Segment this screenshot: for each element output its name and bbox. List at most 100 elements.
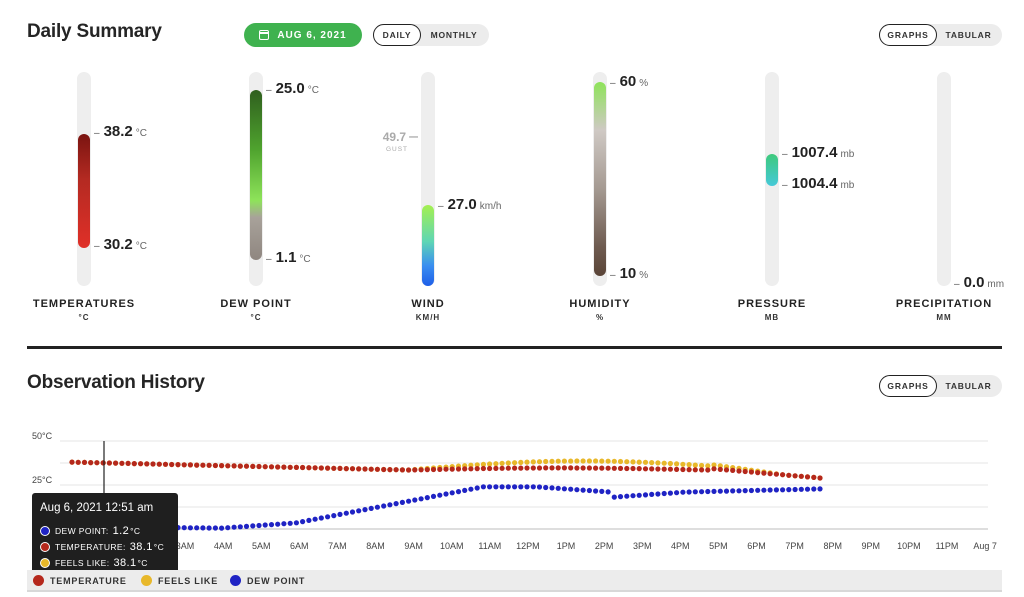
calendar-icon bbox=[259, 30, 270, 40]
dew-point-point bbox=[748, 487, 755, 494]
section-divider bbox=[27, 346, 1002, 349]
dew-point-point bbox=[617, 494, 624, 500]
dew-point-point bbox=[692, 489, 698, 495]
dew-point-point bbox=[337, 511, 343, 517]
temperature-point bbox=[518, 465, 524, 471]
history-tab-tabular[interactable]: TABULAR bbox=[945, 381, 992, 391]
y-tick-label: 25°C bbox=[32, 475, 53, 485]
dew-point-point bbox=[275, 521, 281, 527]
feels-like-point bbox=[561, 458, 568, 464]
dew-point-point bbox=[443, 491, 449, 497]
temperature-point bbox=[406, 467, 412, 473]
legend-temperature[interactable]: TEMPERATURE bbox=[33, 575, 127, 586]
dew-point-point bbox=[393, 501, 399, 507]
dew-point-point bbox=[599, 488, 605, 494]
x-tick-label: 12PM bbox=[516, 541, 540, 551]
date-picker-button[interactable]: AUG 6, 2021 bbox=[244, 23, 362, 47]
legend-dew-point[interactable]: DEW POINT bbox=[230, 575, 305, 586]
dew-point-point bbox=[667, 490, 674, 496]
x-tick-label: Aug 7 bbox=[973, 541, 997, 551]
temperature-point bbox=[306, 465, 312, 471]
feels-like-point bbox=[574, 458, 580, 464]
history-tab-graphs[interactable]: GRAPHS bbox=[879, 375, 937, 397]
temperature-point bbox=[773, 471, 780, 477]
temperature-point bbox=[349, 466, 356, 472]
temperature-point bbox=[212, 462, 218, 469]
dew-point-point bbox=[194, 525, 200, 531]
feels-like-point bbox=[518, 459, 524, 465]
chart-legend: TEMPERATURE FEELS LIKE DEW POINT bbox=[27, 570, 1002, 592]
dew-point-point bbox=[412, 497, 418, 503]
dew-point-point bbox=[219, 525, 225, 531]
x-tick-label: 10AM bbox=[440, 541, 464, 551]
precipitation-value: –0.0 mm bbox=[954, 274, 1005, 291]
dew-point-point bbox=[717, 488, 723, 494]
feels-like-point bbox=[705, 463, 711, 469]
temperature-point bbox=[443, 466, 449, 472]
dew-point-point bbox=[487, 484, 493, 490]
pressure-range-bar bbox=[766, 154, 778, 186]
dew-point-point bbox=[187, 525, 193, 531]
temperature-point bbox=[418, 467, 424, 473]
x-tick-label: 6AM bbox=[290, 541, 309, 551]
x-tick-label: 4AM bbox=[214, 541, 233, 551]
temperature-point bbox=[674, 466, 680, 472]
x-tick-label: 10PM bbox=[897, 541, 921, 551]
dew-point-range-bar bbox=[250, 90, 262, 260]
dew-point-point bbox=[511, 484, 518, 490]
temperature-point bbox=[530, 465, 536, 471]
dew-point-point bbox=[399, 499, 405, 505]
temperature-point bbox=[761, 470, 767, 476]
pressure-track bbox=[765, 72, 779, 286]
temperature-point bbox=[468, 466, 474, 472]
dew-point-point bbox=[580, 487, 586, 493]
tab-graphs[interactable]: GRAPHS bbox=[879, 24, 937, 46]
x-tick-label: 1PM bbox=[557, 541, 576, 551]
dew-point-point bbox=[281, 521, 287, 527]
dew-point-point bbox=[306, 517, 312, 523]
pressure-unit-label: MB bbox=[764, 313, 780, 322]
temperature-point bbox=[250, 463, 256, 469]
temperature-point bbox=[811, 474, 817, 480]
dew-point-point bbox=[661, 490, 667, 497]
dew-point-point bbox=[780, 487, 786, 493]
legend-feels-like[interactable]: FEELS LIKE bbox=[141, 575, 218, 586]
temperature-point bbox=[362, 466, 368, 472]
temperature-point bbox=[225, 463, 231, 469]
x-tick-label: 9AM bbox=[404, 541, 423, 551]
dew-point-point bbox=[674, 490, 680, 496]
temperature-point bbox=[792, 473, 798, 479]
x-tick-label: 11PM bbox=[936, 541, 959, 551]
tab-monthly[interactable]: MONTHLY bbox=[430, 30, 478, 40]
temperature-point bbox=[480, 465, 486, 472]
metric-temperature: –38.2 °C –30.2 °C TEMPERATURES °C bbox=[4, 70, 164, 330]
feels-like-point bbox=[580, 458, 586, 464]
period-toggle: DAILY MONTHLY bbox=[373, 24, 489, 46]
dew-point-point bbox=[804, 486, 811, 492]
dew-point-point bbox=[250, 523, 256, 529]
temperature-track bbox=[77, 72, 91, 286]
feels-like-point bbox=[555, 458, 561, 464]
feels-like-point bbox=[667, 460, 674, 467]
tab-daily[interactable]: DAILY bbox=[373, 24, 421, 46]
dew-point-point bbox=[630, 493, 636, 499]
observation-history-chart[interactable]: 50°C 25°C 3AM 4AM 5AM 6AM 7AM 8AM 9AM 10AM 11AM 12P… bbox=[0, 425, 1024, 570]
dew-point-point bbox=[536, 484, 543, 490]
feels-like-point bbox=[661, 460, 667, 466]
temperature-point bbox=[399, 467, 405, 473]
dew-point-point bbox=[418, 496, 424, 502]
x-tick-label: 6PM bbox=[747, 541, 766, 551]
feels-like-point bbox=[699, 462, 705, 469]
metric-wind: 49.7– GUST –27.0 km/h WIND KM/H bbox=[348, 70, 508, 330]
dew-point-point bbox=[225, 525, 231, 531]
tab-tabular[interactable]: TABULAR bbox=[945, 30, 992, 40]
temperature-point bbox=[262, 464, 268, 470]
metric-precipitation: –0.0 mm PRECIPITATION MM bbox=[864, 70, 1024, 330]
temperature-point bbox=[780, 472, 786, 478]
temperature-point bbox=[175, 462, 181, 468]
dew-point-point bbox=[767, 487, 773, 493]
humidity-label: HUMIDITY bbox=[569, 298, 631, 310]
feels-like-point bbox=[711, 462, 717, 468]
dew-point-point bbox=[480, 484, 486, 490]
temperature-point bbox=[219, 463, 225, 469]
